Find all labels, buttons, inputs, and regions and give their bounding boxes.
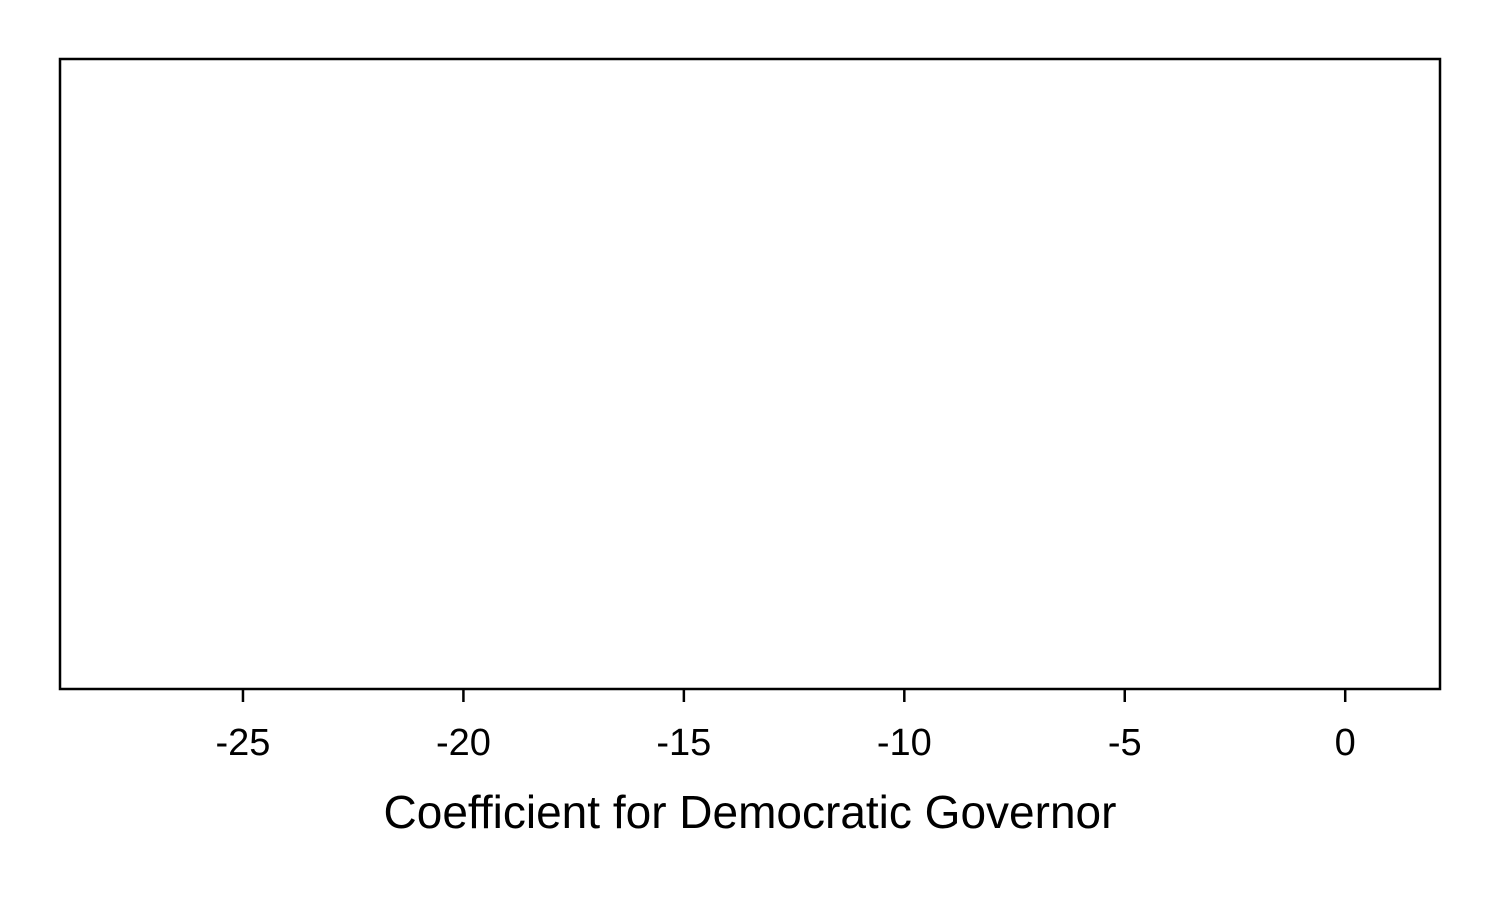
x-tick-label: -25 bbox=[216, 722, 271, 764]
x-tick-label: -5 bbox=[1108, 722, 1142, 764]
x-tick-label: -10 bbox=[877, 722, 932, 764]
x-axis-ticks: -25 -20 -15 -10 -5 0 bbox=[216, 689, 1356, 764]
plot-area-frame bbox=[58, 57, 1442, 691]
x-tick-label: -15 bbox=[656, 722, 711, 764]
x-tick-label: 0 bbox=[1335, 722, 1356, 764]
x-axis-label: Coefficient for Democratic Governor bbox=[384, 786, 1117, 838]
x-tick-label: -20 bbox=[436, 722, 491, 764]
